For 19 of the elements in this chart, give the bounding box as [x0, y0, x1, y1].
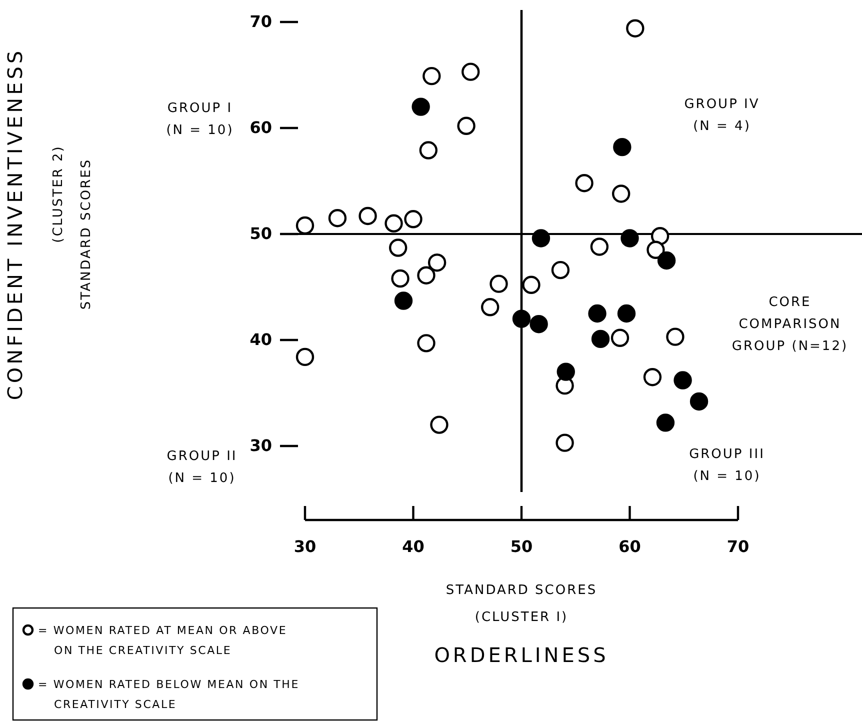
y-tick-label: 60	[250, 118, 272, 138]
text: CONFIDENT INVENTIVENESS (CLUSTER 2) STANDARD SCORES	[3, 48, 94, 400]
legend-label: = WOMEN RATED BELOW MEAN ON THE CREATIVITY SCALE	[38, 678, 300, 711]
x-tick-label: 50	[510, 537, 533, 556]
y-tick-label: 50	[250, 224, 272, 244]
legend-label: = WOMEN RATED AT MEAN OR ABOVE ON THE CREATIVITY SCALE	[38, 624, 288, 657]
y-tick-label: 30	[250, 436, 272, 456]
x-tick-label: 40	[402, 537, 424, 556]
text: GROUP I (N = 10)	[166, 101, 234, 138]
text: GROUP III (N = 10)	[689, 447, 765, 484]
x-tick-label: 60	[618, 537, 641, 556]
x-tick-label: 30	[294, 537, 316, 556]
annotation: GROUP IV (N = 4)	[684, 97, 760, 134]
annotation: CORE COMPARISON GROUP (N=12)	[732, 295, 848, 354]
y-tick-label: 70	[250, 12, 272, 32]
y-tick-label: 40	[250, 330, 272, 350]
x-tick-label: 70	[726, 537, 750, 556]
text: STANDARD SCORES (CLUSTER I) ORDERLINESS	[434, 583, 609, 667]
text: GROUP II (N = 10)	[166, 449, 238, 486]
